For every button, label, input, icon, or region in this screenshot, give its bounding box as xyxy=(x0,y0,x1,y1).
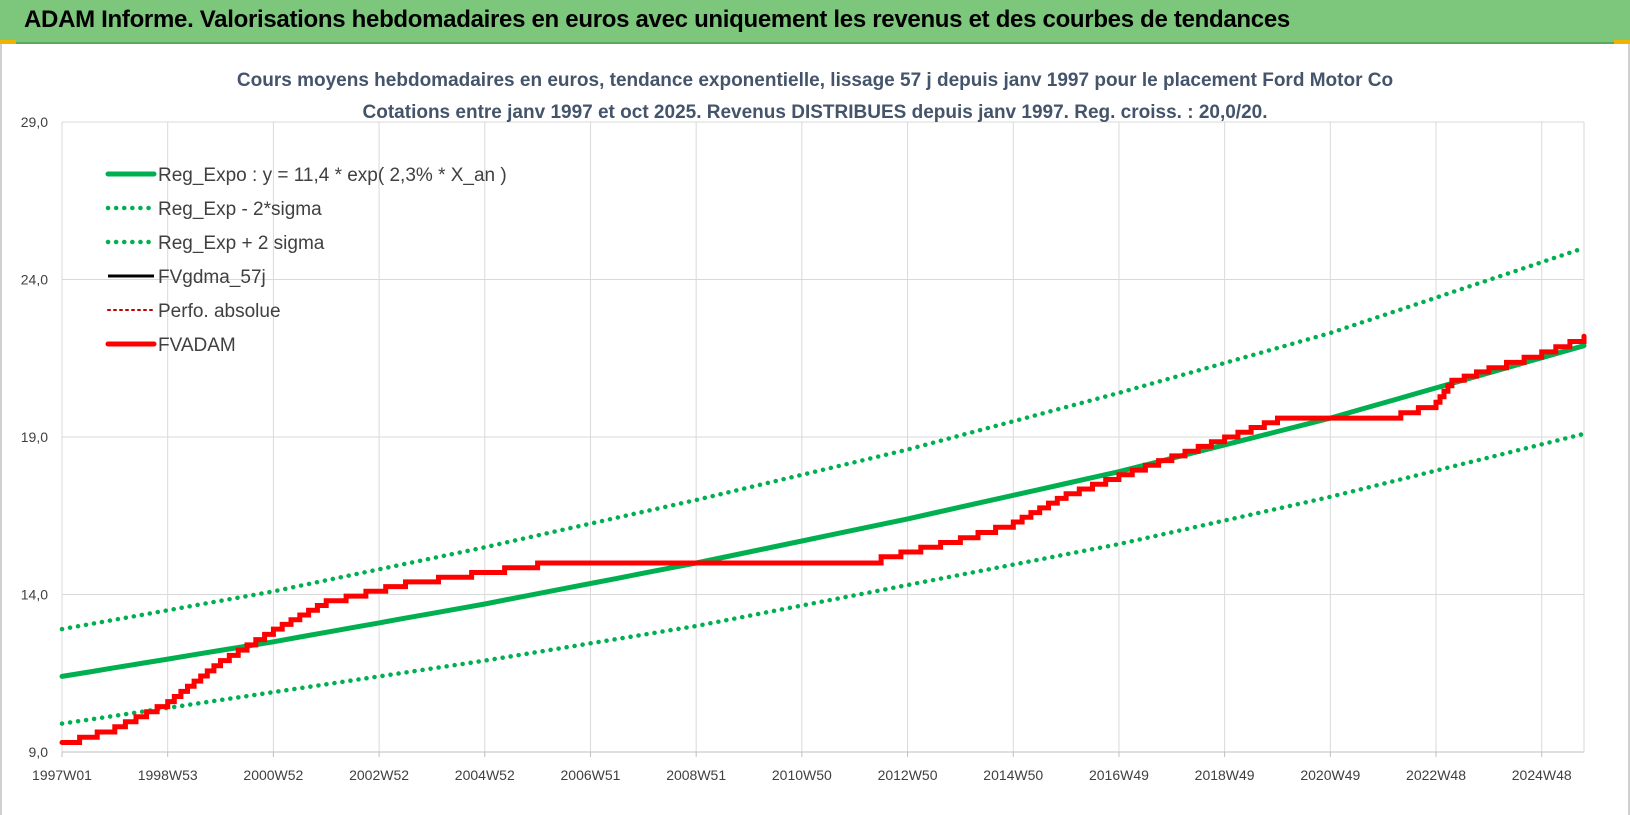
legend-entry: Reg_Exp + 2 sigma xyxy=(158,233,325,254)
x-tick-label: 1998W53 xyxy=(138,767,198,783)
x-tick-label: 2008W51 xyxy=(666,767,726,783)
legend-entry: Reg_Exp - 2*sigma xyxy=(158,199,322,220)
y-tick-label: 9,0 xyxy=(29,744,49,760)
x-tick-label: 2014W50 xyxy=(983,767,1043,783)
x-tick-label: 1997W01 xyxy=(32,767,92,783)
grid-lines xyxy=(61,121,1585,757)
legend-entry: Perfo. absolue xyxy=(158,301,281,322)
chart-frame xyxy=(0,44,1630,815)
series-line-2 xyxy=(59,245,1587,632)
legend-entry: Reg_Expo : y = 11,4 * exp( 2,3% * X_an ) xyxy=(158,165,507,186)
y-tick-label: 24,0 xyxy=(21,272,48,288)
legend: Reg_Expo : y = 11,4 * exp( 2,3% * X_an )… xyxy=(105,165,507,356)
x-tick-label: 2018W49 xyxy=(1195,767,1255,783)
corner-mark-left xyxy=(0,40,16,44)
series-line-1 xyxy=(59,431,1587,726)
corner-mark-right xyxy=(1614,40,1630,44)
chart-subtitle: Cotations entre janv 1997 et oct 2025. R… xyxy=(363,102,1268,123)
series-line-0 xyxy=(59,343,1587,679)
y-tick-label: 19,0 xyxy=(21,429,48,445)
y-tick-label: 14,0 xyxy=(21,587,48,603)
x-tick-label: 2002W52 xyxy=(349,767,409,783)
legend-entry: FVADAM xyxy=(158,335,236,356)
x-tick-label: 2010W50 xyxy=(772,767,832,783)
series-line-5 xyxy=(59,333,1587,745)
y-tick-label: 29,0 xyxy=(21,114,48,130)
x-tick-label: 2022W48 xyxy=(1406,767,1466,783)
legend-entry: FVgdma_57j xyxy=(158,267,266,288)
x-tick-label: 2024W48 xyxy=(1512,767,1572,783)
chart-title: Cours moyens hebdomadaires en euros, ten… xyxy=(237,70,1393,91)
x-tick-label: 2004W52 xyxy=(455,767,515,783)
series-lines xyxy=(59,245,1587,745)
page-title: ADAM Informe. Valorisations hebdomadaire… xyxy=(24,6,1290,33)
x-tick-label: 2000W52 xyxy=(243,767,303,783)
x-tick-label: 2016W49 xyxy=(1089,767,1149,783)
series-line-3 xyxy=(62,336,1586,744)
header-banner: ADAM Informe. Valorisations hebdomadaire… xyxy=(0,0,1630,44)
x-axis-ticks: 1997W01 1998W53 2000W52 2002W52 2004W52 2006W… xyxy=(32,767,1572,783)
y-axis-ticks: 9,0 14,0 19,0 24,0 29,0 xyxy=(21,114,48,760)
x-tick-label: 2006W51 xyxy=(561,767,621,783)
x-tick-label: 2020W49 xyxy=(1300,767,1360,783)
x-tick-label: 2012W50 xyxy=(878,767,938,783)
series-line-4 xyxy=(61,335,1585,744)
